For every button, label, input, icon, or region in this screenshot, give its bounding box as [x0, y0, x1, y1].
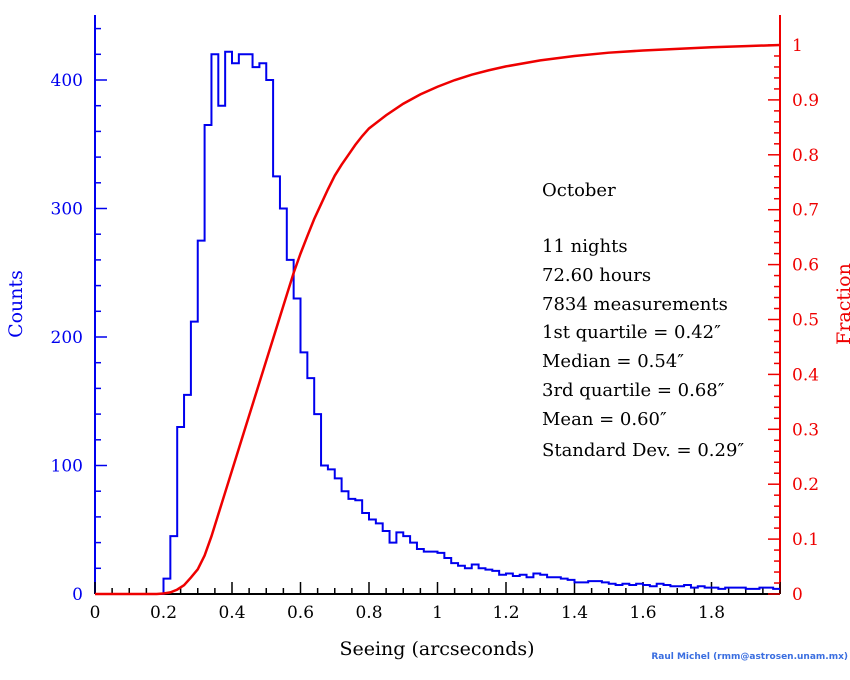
y-right-tick-label: 0.3: [792, 420, 819, 440]
x-tick-label: 0.4: [218, 603, 245, 623]
annotation-hours: 72.60 hours: [542, 265, 651, 286]
histogram-series: [95, 50, 780, 595]
credit-text: Raul Michel (rmm@astrosen.unam.mx): [651, 652, 848, 662]
annotation-std-dev: Standard Dev. = 0.29″: [542, 440, 744, 461]
y-axis-left-label: Counts: [5, 270, 27, 338]
y-left-tick-label: 0: [72, 585, 83, 605]
x-tick-label: 1: [432, 603, 443, 623]
y-axis-right-label: Fraction: [833, 263, 850, 345]
annotation-third-quartile: 3rd quartile = 0.68″: [542, 380, 725, 401]
y-right-tick-label: 0.7: [792, 201, 819, 221]
annotation-nights: 11 nights: [542, 236, 628, 257]
y-right-tick-label: 0.2: [792, 475, 819, 495]
annotation-first-quartile: 1st quartile = 0.42″: [542, 322, 721, 343]
axis-tick-labels: 0 0.2 0.4 0.6 0.8 1 1.2 1.4 1.6 1.8 0 100 200 300 400 0…: [51, 36, 820, 623]
axis-ticks: [94, 27, 781, 595]
y-right-tick-label: 0: [792, 585, 803, 605]
y-right-tick-label: 0.6: [792, 256, 819, 276]
y-left-tick-label: 200: [51, 328, 83, 348]
x-tick-label: 1.6: [629, 603, 656, 623]
x-tick-label: 1.4: [561, 603, 588, 623]
cumulative-fraction-series: [95, 43, 781, 596]
y-right-tick-label: 0.9: [792, 91, 819, 111]
annotation-mean: Mean = 0.60″: [542, 409, 667, 430]
x-tick-label: 1.2: [492, 603, 519, 623]
annotation-median: Median = 0.54″: [542, 351, 684, 372]
y-right-tick-label: 1: [792, 36, 803, 56]
y-right-tick-label: 0.1: [792, 530, 819, 550]
x-tick-label: 0.6: [287, 603, 314, 623]
y-left-tick-label: 100: [51, 457, 83, 477]
y-right-tick-label: 0.8: [792, 146, 819, 166]
y-left-tick-label: 300: [51, 200, 83, 220]
x-tick-label: 0.8: [355, 603, 382, 623]
y-left-tick-label: 400: [51, 71, 83, 91]
x-tick-label: 0: [90, 603, 101, 623]
x-tick-label: 0.2: [150, 603, 177, 623]
y-right-tick-label: 0.4: [792, 365, 819, 385]
x-axis-label: Seeing (arcseconds): [339, 638, 534, 660]
y-right-tick-label: 0.5: [792, 311, 819, 331]
x-tick-label: 1.8: [698, 603, 725, 623]
annotation-measurements: 7834 measurements: [542, 294, 728, 315]
annotation-month: October: [542, 180, 616, 201]
